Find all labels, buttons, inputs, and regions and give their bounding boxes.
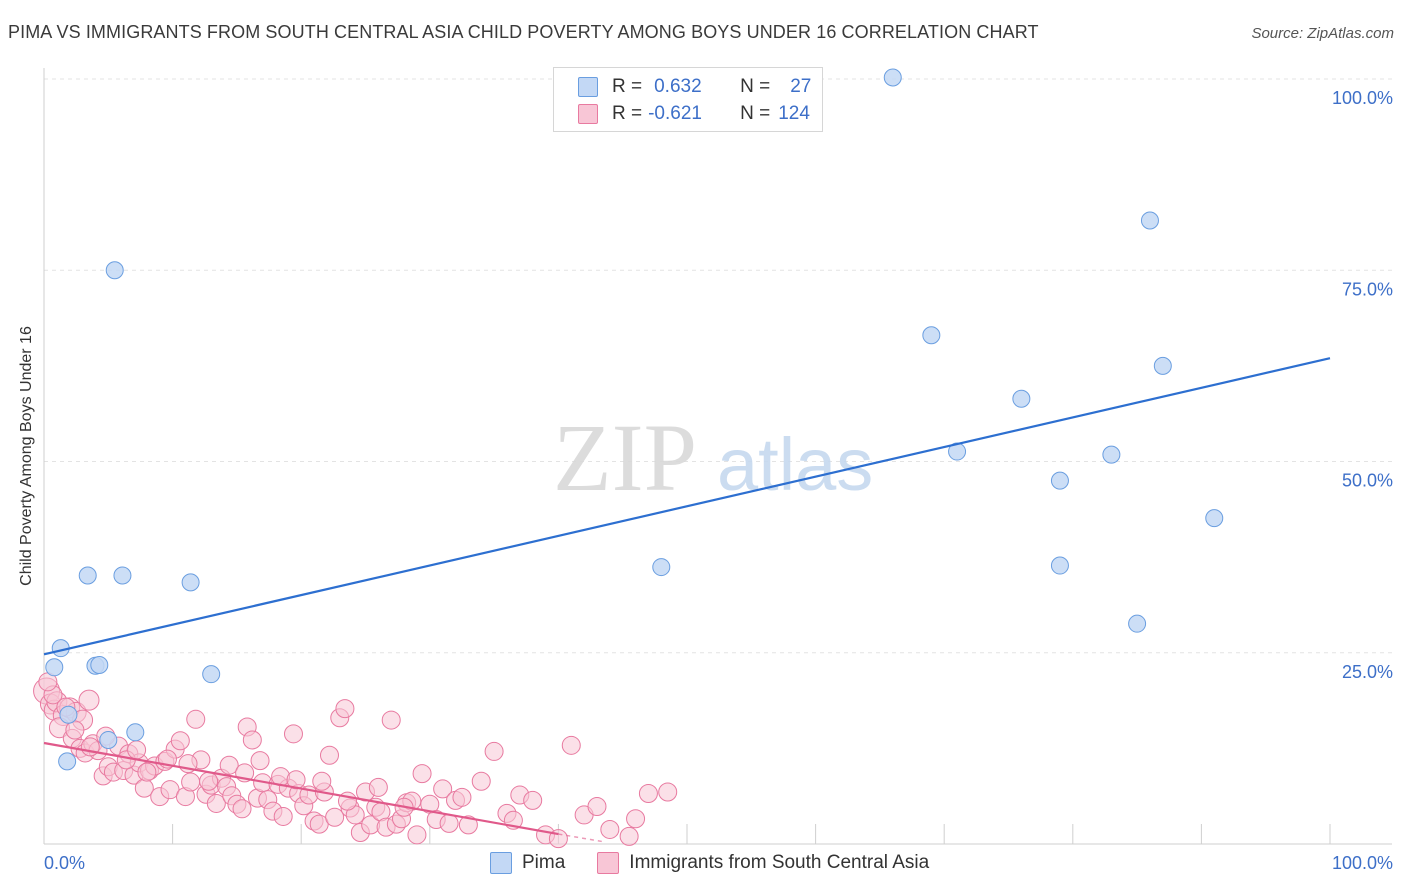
axes	[43, 68, 1392, 845]
immigrants-point	[312, 771, 332, 791]
trend-lines	[43, 357, 1331, 843]
immigrants-legend-swatch	[597, 852, 620, 874]
immigrants-point	[335, 699, 355, 719]
chart-title: PIMA VS IMMIGRANTS FROM SOUTH CENTRAL AS…	[8, 22, 1039, 42]
grid-lines	[44, 78, 1392, 654]
y-tick-label: 75.0%	[1342, 279, 1393, 299]
series-legend: Pima Immigrants from South Central Asia	[490, 852, 929, 874]
pima-point	[883, 68, 902, 87]
pima-legend-label: Pima	[522, 852, 566, 873]
pima-point	[1140, 211, 1159, 230]
pima-n-value: 27	[790, 76, 812, 97]
immigrants-point	[638, 784, 658, 804]
immigrants-n-value: 124	[778, 103, 810, 124]
immigrants-point	[273, 806, 293, 826]
immigrants-point	[433, 779, 453, 799]
correlation-legend: R = 0.632 N = 27 R = -0.621 N = 124	[553, 67, 823, 132]
immigrants-point	[78, 689, 100, 711]
x-tick-label: 0.0%	[44, 853, 85, 873]
immigrants-point	[484, 741, 504, 761]
immigrants-point	[439, 813, 459, 833]
pima-point	[1050, 556, 1069, 575]
immigrants-point	[199, 771, 219, 791]
watermark-zip: ZIP	[553, 404, 697, 511]
pima-point	[78, 566, 97, 585]
pima-trend-line	[43, 357, 1331, 656]
pima-point	[90, 655, 109, 674]
immigrants-point	[65, 720, 85, 740]
pima-point	[105, 261, 124, 280]
pima-point	[1012, 389, 1031, 408]
immigrants-point	[658, 782, 678, 802]
immigrants-point	[452, 787, 472, 807]
immigrants-point	[219, 755, 239, 775]
pima-point	[922, 326, 941, 345]
pima-point	[45, 658, 64, 677]
pima-point	[1128, 614, 1147, 633]
immigrants-point	[181, 772, 201, 792]
pima-n-label: N =	[740, 76, 771, 97]
immigrants-point	[619, 826, 639, 846]
immigrants-r-value: -0.621	[648, 103, 702, 124]
immigrants-point	[561, 735, 581, 755]
immigrants-legend-label: Immigrants from South Central Asia	[629, 852, 930, 873]
x-tick-label: 100.0%	[1332, 853, 1393, 873]
watermark-atlas: atlas	[717, 423, 873, 506]
pima-point	[202, 665, 221, 684]
y-axis-label: Child Poverty Among Boys Under 16	[18, 326, 35, 586]
watermark: ZIP atlas	[553, 404, 873, 511]
pima-point	[113, 566, 132, 585]
y-tick-label: 100.0%	[1332, 88, 1393, 108]
immigrants-point	[325, 807, 345, 827]
immigrants-point	[206, 793, 226, 813]
immigrants-point	[458, 815, 478, 835]
immigrants-point	[170, 731, 190, 751]
pima-point	[181, 573, 200, 592]
immigrants-point	[127, 740, 147, 760]
immigrants-swatch	[578, 104, 598, 124]
pima-r-label: R =	[612, 76, 643, 97]
pima-points	[45, 68, 1224, 771]
y-tick-label: 25.0%	[1342, 662, 1393, 682]
immigrants-point	[232, 799, 252, 819]
pima-point	[99, 730, 118, 749]
immigrants-point	[587, 797, 607, 817]
immigrants-point	[626, 809, 646, 829]
pima-point	[1102, 445, 1121, 464]
immigrants-point	[283, 724, 303, 744]
pima-point	[1050, 471, 1069, 490]
immigrants-point	[186, 709, 206, 729]
legend-row-pima: R = 0.632 N = 27	[554, 74, 826, 100]
y-tick-label: 50.0%	[1342, 471, 1393, 491]
immigrants-point	[407, 825, 427, 845]
immigrants-point	[242, 730, 262, 750]
immigrants-point	[600, 819, 620, 839]
source-label: Source: ZipAtlas.com	[1251, 25, 1394, 42]
pima-point	[59, 705, 78, 724]
pima-r-value: 0.632	[654, 76, 702, 97]
pima-point	[58, 752, 77, 771]
pima-point	[1153, 356, 1172, 375]
immigrants-point	[523, 790, 543, 810]
immigrants-point	[471, 771, 491, 791]
pima-swatch	[578, 77, 598, 97]
immigrants-n-label: N =	[740, 103, 771, 124]
immigrants-point	[319, 745, 339, 765]
immigrants-point	[250, 751, 270, 771]
immigrants-point	[368, 777, 388, 797]
immigrants-point	[381, 710, 401, 730]
immigrants-r-label: R =	[612, 103, 643, 124]
immigrants-point	[412, 764, 432, 784]
immigrants-point	[137, 762, 157, 782]
pima-point	[652, 558, 671, 577]
tick-labels: 25.0% 50.0% 75.0% 100.0% 0.0% 100.0%	[44, 88, 1393, 873]
immigrants-points	[33, 672, 678, 849]
pima-legend-swatch	[490, 852, 512, 874]
pima-point	[126, 723, 145, 742]
immigrants-trend-line	[43, 741, 559, 836]
legend-row-immigrants: R = -0.621 N = 124	[554, 101, 818, 127]
pima-point	[1205, 509, 1224, 528]
